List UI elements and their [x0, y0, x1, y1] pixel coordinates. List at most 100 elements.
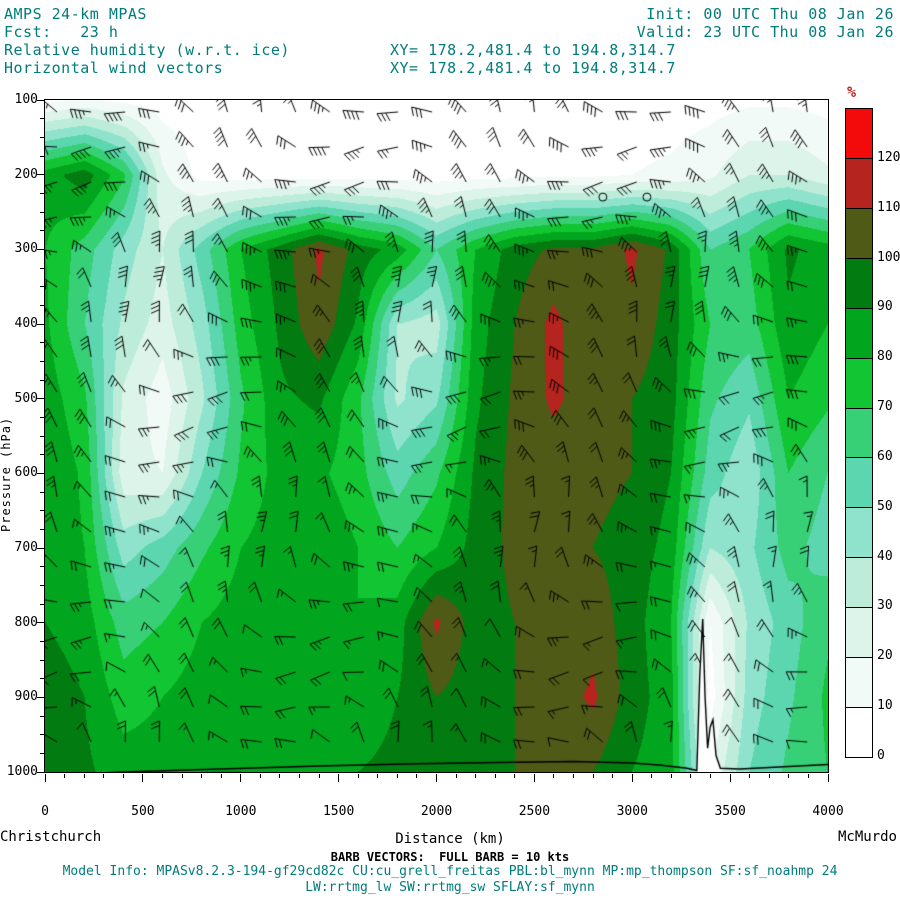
colorbar-tick-label: 100: [877, 249, 900, 265]
x-minor-tick: [318, 774, 320, 778]
colorbar-segment: [846, 407, 872, 458]
y-minor-tick: [40, 528, 44, 530]
x-tick-label: 4000: [812, 804, 844, 819]
y-major-tick: [37, 472, 44, 474]
colorbar-segment: [846, 607, 872, 658]
y-minor-tick: [40, 715, 44, 717]
y-tick-label: 200: [14, 166, 38, 182]
barb-legend: BARB VECTORS: FULL BARB = 10 kts: [330, 850, 570, 864]
colorbar-tick-label: 110: [877, 199, 900, 215]
y-minor-tick: [40, 640, 44, 642]
colorbar-tick-label: 10: [877, 698, 893, 714]
colorbar-segment: [846, 707, 872, 757]
y-axis-title: Pressure (hPa): [0, 416, 13, 532]
y-minor-tick: [40, 342, 44, 344]
y-minor-tick: [40, 566, 44, 568]
x-minor-tick: [83, 774, 85, 778]
y-tick-label: 400: [14, 316, 38, 331]
y-major-tick: [37, 99, 44, 101]
x-minor-tick: [64, 774, 66, 778]
colorbar-tick-label: 70: [877, 399, 893, 415]
xy-range-1: XY= 178.2,481.4 to 194.8,314.7: [390, 41, 676, 59]
x-minor-tick: [279, 774, 281, 778]
y-minor-tick: [40, 678, 44, 680]
colorbar-tick-label: 120: [877, 149, 900, 165]
y-minor-tick: [40, 435, 44, 437]
colorbar: [845, 108, 873, 758]
colorbar-tick-label: 40: [877, 548, 893, 564]
field-label: Relative humidity (w.r.t. ice): [4, 41, 290, 59]
model-title: AMPS 24-km MPAS: [4, 5, 147, 23]
x-minor-tick: [768, 774, 770, 778]
station-left-label: Christchurch: [0, 829, 102, 845]
xy-range-2: XY= 178.2,481.4 to 194.8,314.7: [390, 59, 676, 77]
model-info-line: Model Info: MPASv8.2.3-194-gf29cd82c CU:…: [62, 864, 838, 879]
x-minor-tick: [651, 774, 653, 778]
y-tick-label: 1000: [6, 764, 38, 779]
colorbar-segment: [846, 307, 872, 358]
x-major-tick: [142, 774, 144, 782]
x-minor-tick: [710, 774, 712, 778]
x-minor-tick: [494, 774, 496, 778]
x-minor-tick: [749, 774, 751, 778]
x-minor-tick: [122, 774, 124, 778]
y-tick-label: 800: [14, 614, 38, 630]
x-major-tick: [729, 774, 731, 782]
colorbar-tick-label: 30: [877, 598, 893, 614]
x-tick-label: 3000: [616, 804, 648, 819]
y-minor-tick: [40, 584, 44, 586]
colorbar-segment: [846, 657, 872, 708]
x-minor-tick: [612, 774, 614, 778]
colorbar-segment: [846, 207, 872, 258]
x-minor-tick: [514, 774, 516, 778]
x-minor-tick: [181, 774, 183, 778]
y-minor-tick: [40, 211, 44, 213]
y-minor-tick: [40, 155, 44, 157]
y-tick-label: 700: [14, 540, 38, 555]
x-minor-tick: [416, 774, 418, 778]
plot-frame: [44, 99, 829, 773]
y-major-tick: [37, 622, 44, 624]
colorbar-unit: %: [847, 83, 857, 101]
colorbar-segment: [846, 557, 872, 608]
colorbar-segment: [846, 109, 872, 158]
x-minor-tick: [690, 774, 692, 778]
x-minor-tick: [670, 774, 672, 778]
x-minor-tick: [553, 774, 555, 778]
x-major-tick: [44, 774, 46, 782]
x-tick-label: 0: [41, 804, 49, 819]
x-axis-title: Distance (km): [395, 831, 505, 847]
y-minor-tick: [40, 267, 44, 269]
x-minor-tick: [103, 774, 105, 778]
x-tick-label: 500: [131, 804, 155, 819]
colorbar-tick-label: 20: [877, 648, 893, 664]
y-minor-tick: [40, 510, 44, 512]
x-minor-tick: [573, 774, 575, 778]
rh-contour-canvas: [45, 100, 828, 772]
x-minor-tick: [201, 774, 203, 778]
x-major-tick: [240, 774, 242, 782]
y-tick-label: 100: [14, 92, 38, 107]
x-tick-label: 3500: [714, 804, 746, 819]
y-minor-tick: [40, 491, 44, 493]
x-minor-tick: [161, 774, 163, 778]
x-tick-label: 1000: [225, 804, 257, 819]
y-minor-tick: [40, 734, 44, 736]
y-minor-tick: [40, 379, 44, 381]
x-major-tick: [338, 774, 340, 782]
colorbar-segment: [846, 507, 872, 558]
y-major-tick: [37, 248, 44, 250]
y-tick-label: 600: [14, 465, 38, 481]
y-minor-tick: [40, 659, 44, 661]
y-major-tick: [37, 174, 44, 176]
x-minor-tick: [396, 774, 398, 778]
x-tick-label: 2000: [420, 804, 453, 819]
x-tick-label: 1500: [322, 804, 355, 819]
y-tick-label: 300: [14, 241, 38, 257]
x-minor-tick: [298, 774, 300, 778]
x-tick-label: 2500: [518, 804, 551, 819]
y-minor-tick: [40, 230, 44, 232]
y-major-tick: [37, 323, 44, 325]
x-major-tick: [436, 774, 437, 782]
